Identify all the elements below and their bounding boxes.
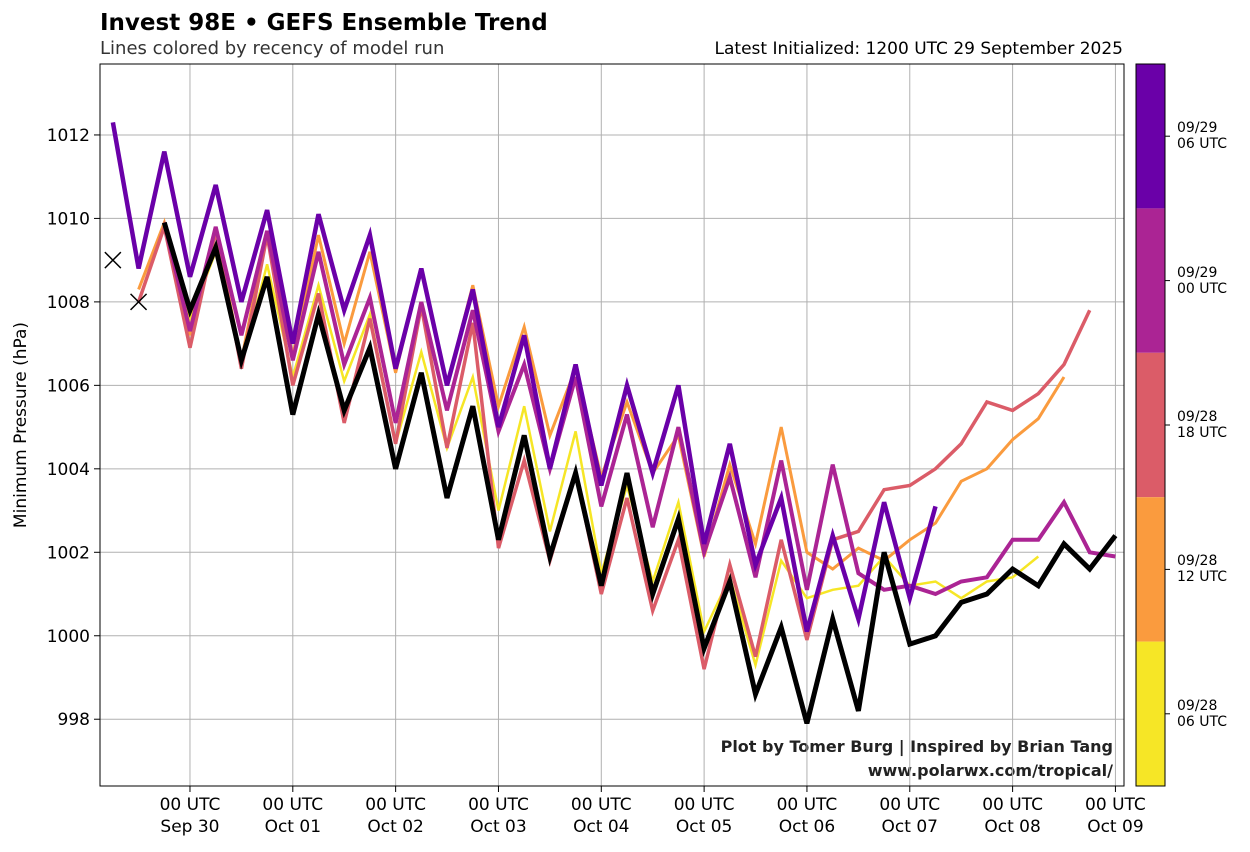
colorbar-band	[1136, 352, 1165, 498]
x-tick-label: 00 UTC Oct 09	[1085, 795, 1146, 837]
x-tick-label: 00 UTC Oct 01	[262, 795, 324, 837]
observed-marker	[104, 251, 122, 269]
colorbar-band	[1136, 497, 1165, 642]
colorbar-frame	[1135, 63, 1166, 787]
x-tick-label: 00 UTC Oct 07	[879, 795, 941, 837]
series-line	[110, 122, 938, 633]
plot-frame	[99, 63, 1125, 787]
colorbar-label: 09/29 06 UTC	[1177, 120, 1228, 153]
init-annotation: Latest Initialized: 1200 UTC 29 Septembe…	[715, 39, 1123, 59]
colorbar-label: 09/28 12 UTC	[1177, 553, 1228, 586]
credit: Plot by Tomer Burg | Inspired by Brian T…	[721, 737, 1113, 757]
colorbar-band	[1136, 64, 1165, 209]
chart-title: Invest 98E • GEFS Ensemble Trend	[100, 10, 548, 36]
x-tick-label: 00 UTC Oct 05	[673, 795, 735, 837]
colorbar-label: 09/28 06 UTC	[1177, 697, 1228, 730]
x-tick-label: 00 UTC Oct 02	[365, 795, 426, 837]
x-tick-label: 00 UTC Oct 04	[570, 795, 632, 837]
colorbar-band	[1136, 641, 1165, 786]
y-tick-label: 1004	[47, 460, 90, 480]
series-line	[136, 220, 1092, 670]
observed-marker	[130, 293, 148, 311]
x-tick-label: 00 UTC Oct 08	[982, 795, 1043, 837]
credit: www.polarwx.com/tropical/	[868, 761, 1113, 780]
y-axis-label: Minimum Pressure (hPa)	[11, 322, 31, 528]
x-tick-label: 00 UTC Oct 06	[776, 795, 838, 837]
x-tick-label: 00 UTC Oct 03	[468, 795, 529, 837]
x-tick-label: 00 UTC Sep 30	[159, 795, 221, 837]
series-line	[161, 221, 1118, 725]
chart-subtitle: Lines colored by recency of model run	[100, 38, 444, 59]
y-tick-label: 1006	[47, 376, 90, 396]
colorbar-band	[1136, 208, 1165, 353]
y-tick-label: 1002	[47, 543, 90, 563]
y-tick-label: 1000	[47, 627, 90, 647]
series-line	[162, 222, 1116, 597]
y-tick-label: 1010	[47, 209, 90, 229]
colorbar-label: 09/28 18 UTC	[1177, 409, 1228, 441]
y-tick-label: 1012	[47, 126, 90, 146]
colorbar-label: 09/29 00 UTC	[1177, 264, 1228, 297]
y-tick-label: 1008	[47, 293, 90, 313]
series-line	[163, 222, 1040, 670]
y-tick-label: 998	[58, 710, 90, 730]
